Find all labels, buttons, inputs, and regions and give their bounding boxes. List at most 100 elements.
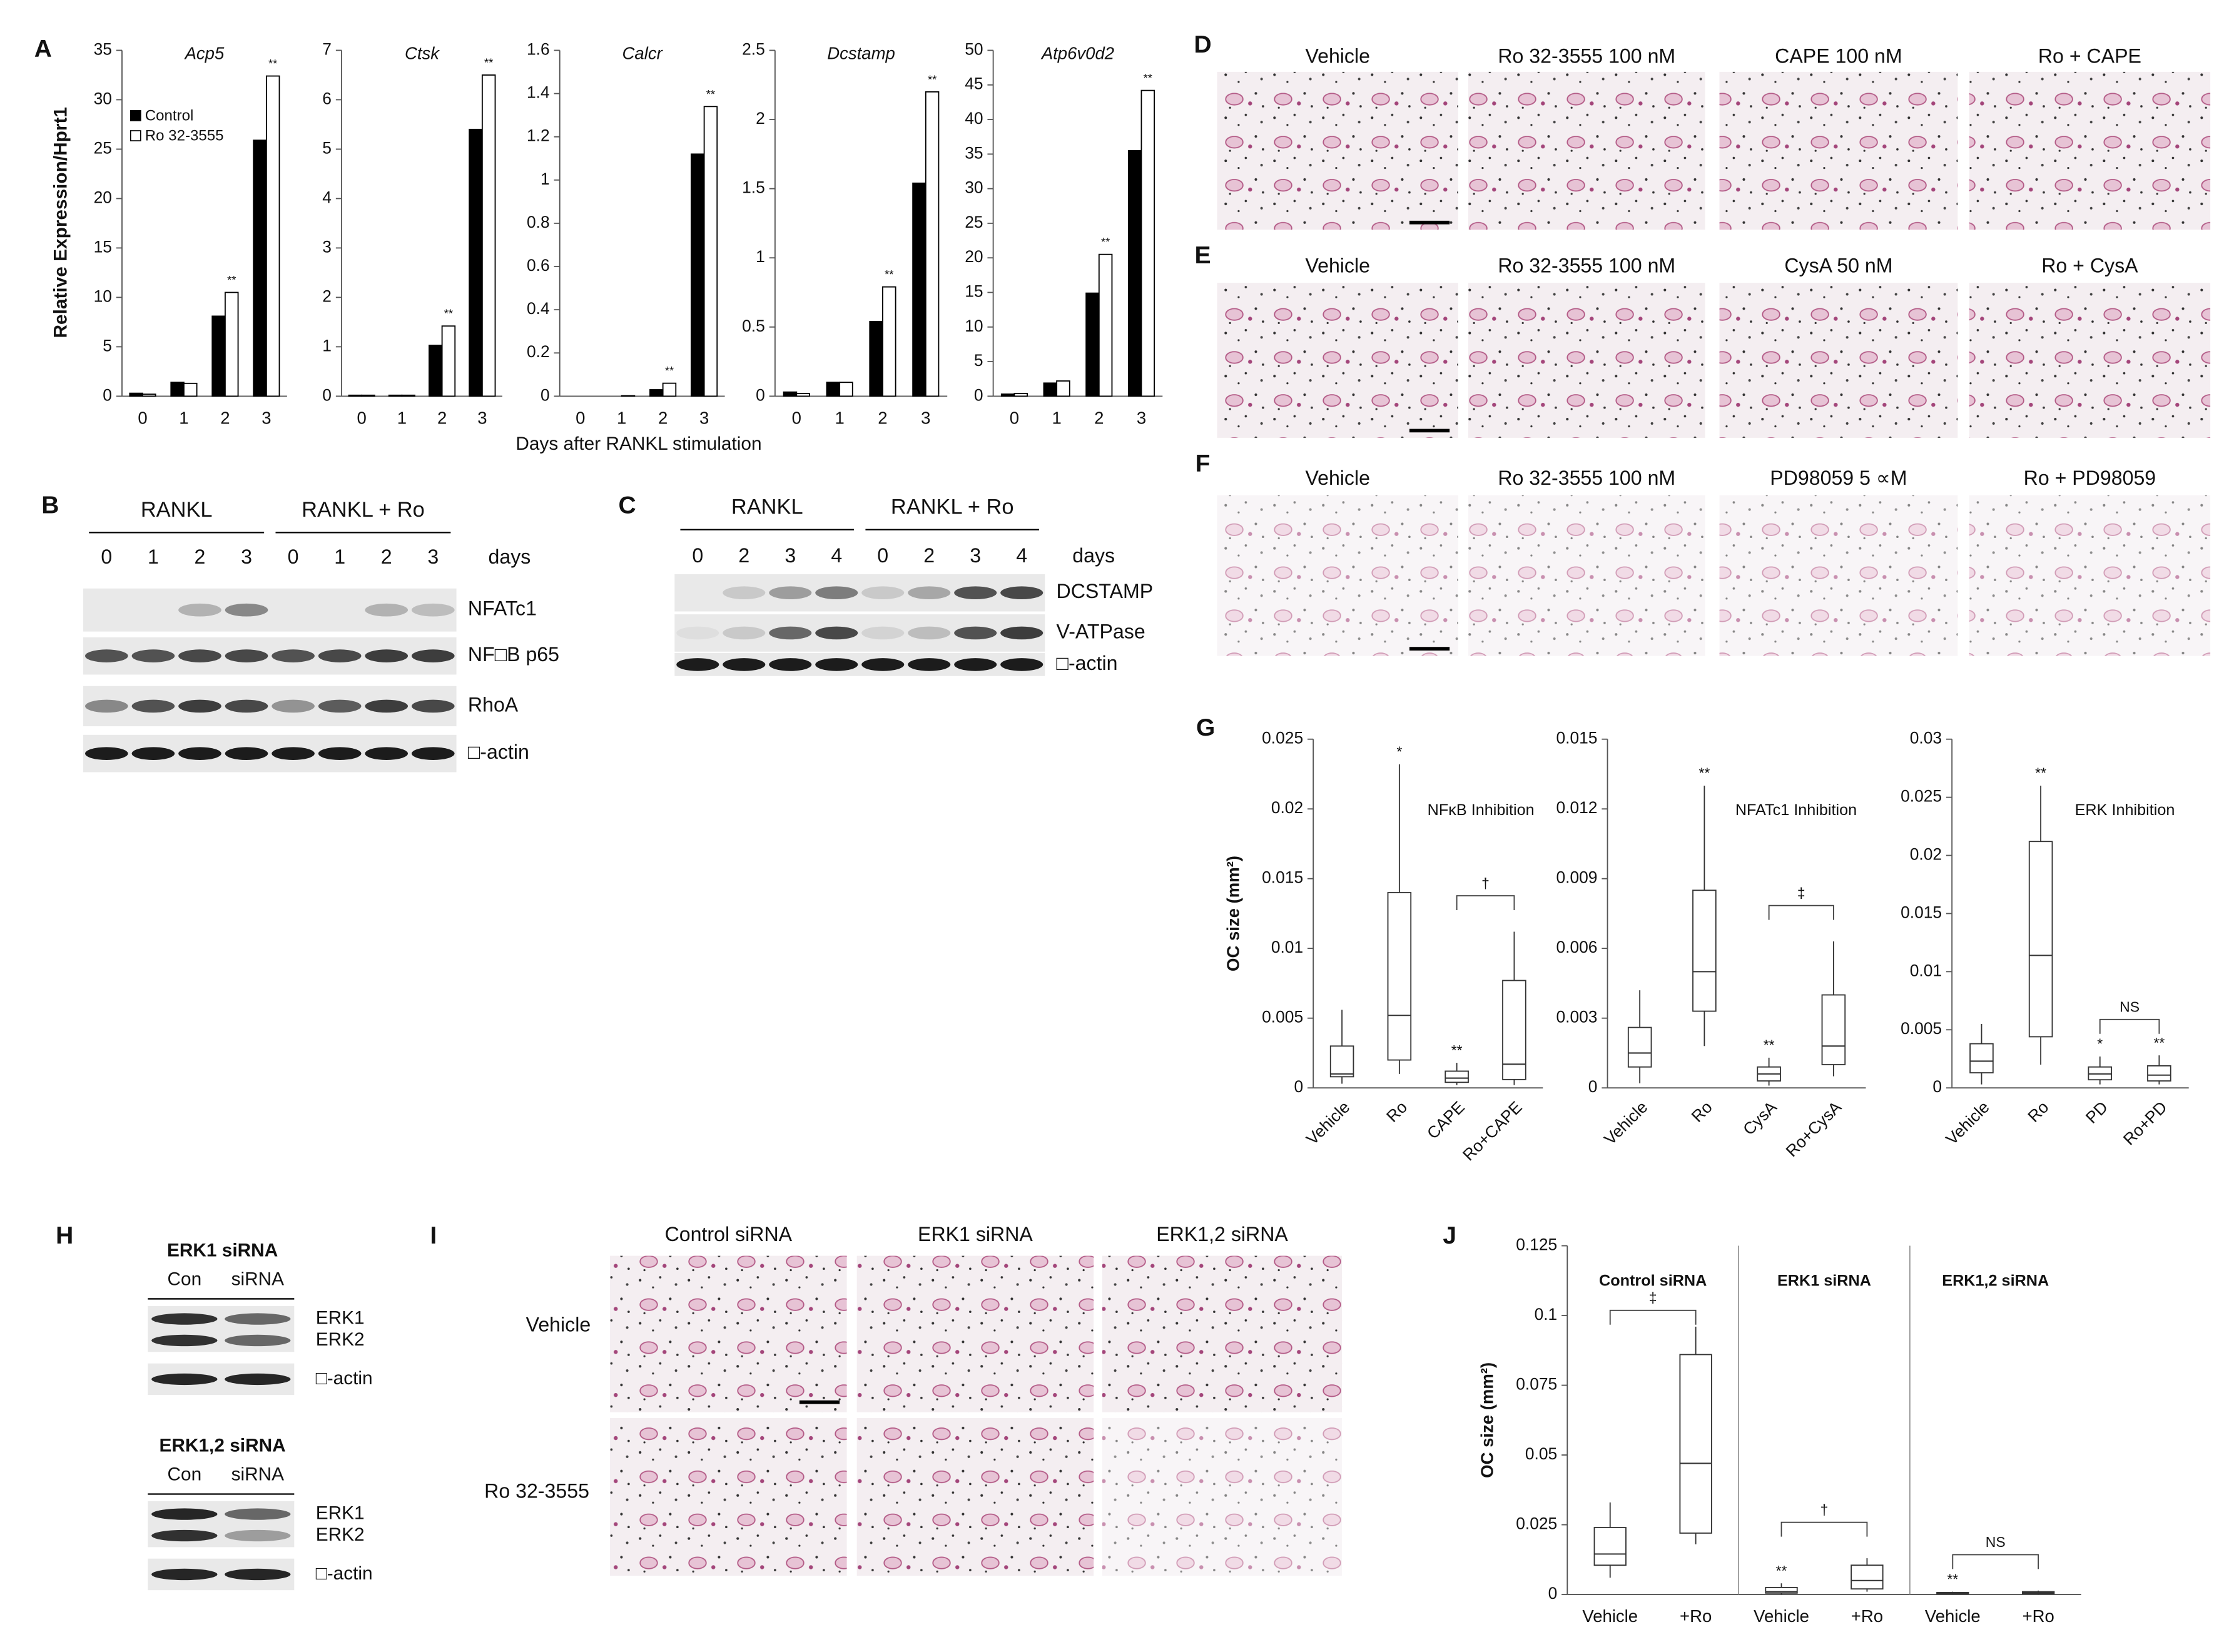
blot-band xyxy=(151,1373,218,1386)
blot-band xyxy=(225,603,268,617)
protein-label: RhoA xyxy=(468,693,519,716)
significance-label: ** xyxy=(2153,1035,2165,1051)
significance-label: ** xyxy=(1144,71,1152,84)
y-axis-label: Relative Expression/Hprt1 xyxy=(51,107,71,338)
y-tick-label: 6 xyxy=(322,89,332,108)
y-tick-label: 3 xyxy=(322,237,332,256)
x-tick-label: Vehicle xyxy=(1600,1098,1651,1148)
y-tick-label: 0.02 xyxy=(1271,798,1303,817)
bar xyxy=(826,382,841,397)
x-tick-label: +Ro xyxy=(1680,1606,1712,1626)
x-tick-label: 2 xyxy=(1094,408,1104,427)
significance-label: ** xyxy=(928,73,937,86)
bar xyxy=(649,389,664,397)
blot-band xyxy=(151,1529,218,1542)
micrograph xyxy=(1102,1255,1343,1412)
x-tick-label: 3 xyxy=(699,408,709,427)
blot-band xyxy=(676,626,719,640)
y-tick-label: 0 xyxy=(756,385,765,404)
significance-label: * xyxy=(2097,1036,2103,1052)
y-tick-label: 30 xyxy=(94,89,112,108)
micrograph xyxy=(1719,495,1958,656)
x-tick-label: Vehicle xyxy=(1754,1606,1809,1626)
bracket xyxy=(1768,905,1834,920)
significance-label: ** xyxy=(1698,765,1710,781)
box xyxy=(1765,1586,1798,1594)
box xyxy=(1692,889,1717,1012)
significance-label: * xyxy=(1396,744,1402,760)
box xyxy=(1444,1070,1469,1083)
lane-label: siRNA xyxy=(231,1464,285,1485)
bar xyxy=(211,315,226,397)
significance-label: ** xyxy=(1776,1563,1787,1579)
significance-label: ** xyxy=(2035,765,2046,781)
x-tick-label: +Ro xyxy=(1851,1606,1883,1626)
bracket-label: NS xyxy=(2120,999,2140,1015)
y-tick-label: 0 xyxy=(541,385,550,404)
x-tick-label: Ro xyxy=(2024,1098,2052,1126)
chart-title: NFATc1 Inhibition xyxy=(1735,801,1857,819)
micrograph xyxy=(1969,71,2211,230)
group-label: ERK1 siRNA xyxy=(1777,1272,1871,1290)
x-tick-label: Vehicle xyxy=(1582,1606,1638,1626)
blot-band xyxy=(178,747,221,760)
image-column-label: PD98059 5 ∝M xyxy=(1770,467,1907,489)
y-tick-label: 15 xyxy=(965,281,983,300)
blot-band xyxy=(861,658,905,671)
y-tick-label: 0 xyxy=(1588,1077,1598,1096)
y-tick-label: 0.03 xyxy=(1910,729,1942,747)
bar xyxy=(388,394,403,397)
lane-label: 2 xyxy=(381,545,392,568)
blot-band xyxy=(1000,626,1043,640)
bar xyxy=(265,75,280,397)
image-row-label: Ro 32-3555 xyxy=(484,1480,589,1503)
chart-title: Dcstamp xyxy=(827,44,895,63)
band-label: ERK1 xyxy=(316,1307,365,1328)
blot-band xyxy=(272,699,315,713)
y-tick-label: 1.6 xyxy=(527,39,550,58)
blot-band xyxy=(151,1334,218,1347)
lane-label: 3 xyxy=(784,544,796,567)
image-column-label: Vehicle xyxy=(1305,467,1370,489)
chart-title: NFκB Inhibition xyxy=(1428,801,1535,819)
blot-band xyxy=(151,1313,218,1325)
y-tick-label: 0.05 xyxy=(1525,1444,1557,1463)
y-tick-label: 20 xyxy=(94,188,112,206)
y-tick-label: 2.5 xyxy=(742,39,765,58)
y-tick-label: 5 xyxy=(974,351,983,370)
y-tick-label: 30 xyxy=(965,178,983,197)
legend-label: Ro 32-3555 xyxy=(145,127,224,144)
y-tick-label: 0.025 xyxy=(1262,729,1303,747)
blot-band xyxy=(151,1568,218,1581)
micrograph xyxy=(1468,283,1705,438)
bar xyxy=(170,382,185,397)
micrograph xyxy=(1719,71,1958,230)
bar xyxy=(912,182,927,397)
x-axis-label: Days after RANKL stimulation xyxy=(515,433,761,454)
blot-band xyxy=(411,747,455,760)
x-tick-label: Vehicle xyxy=(1925,1606,1981,1626)
y-tick-label: 0 xyxy=(1548,1584,1558,1603)
y-tick-label: 0 xyxy=(974,385,983,404)
y-tick-label: 10 xyxy=(965,317,983,335)
lane-label: Con xyxy=(167,1464,201,1485)
panel-label: A xyxy=(34,36,52,63)
x-tick-label: 2 xyxy=(878,408,887,427)
blot-band xyxy=(815,586,858,600)
bracket xyxy=(1609,1309,1697,1325)
blot-band xyxy=(272,747,315,760)
blot-band xyxy=(411,649,455,662)
bar xyxy=(1140,89,1155,397)
band-label: □-actin xyxy=(316,1368,373,1389)
lane-group-label: RANKL xyxy=(731,495,803,519)
image-column-label: Vehicle xyxy=(1305,44,1370,67)
blot-band xyxy=(723,586,766,600)
x-tick-label: 1 xyxy=(617,408,626,427)
blot-band xyxy=(178,603,221,617)
x-tick-label: 2 xyxy=(220,408,230,427)
y-tick-label: 0.015 xyxy=(1556,729,1597,747)
box xyxy=(1387,892,1412,1061)
box xyxy=(1851,1564,1884,1590)
bar xyxy=(401,394,415,397)
